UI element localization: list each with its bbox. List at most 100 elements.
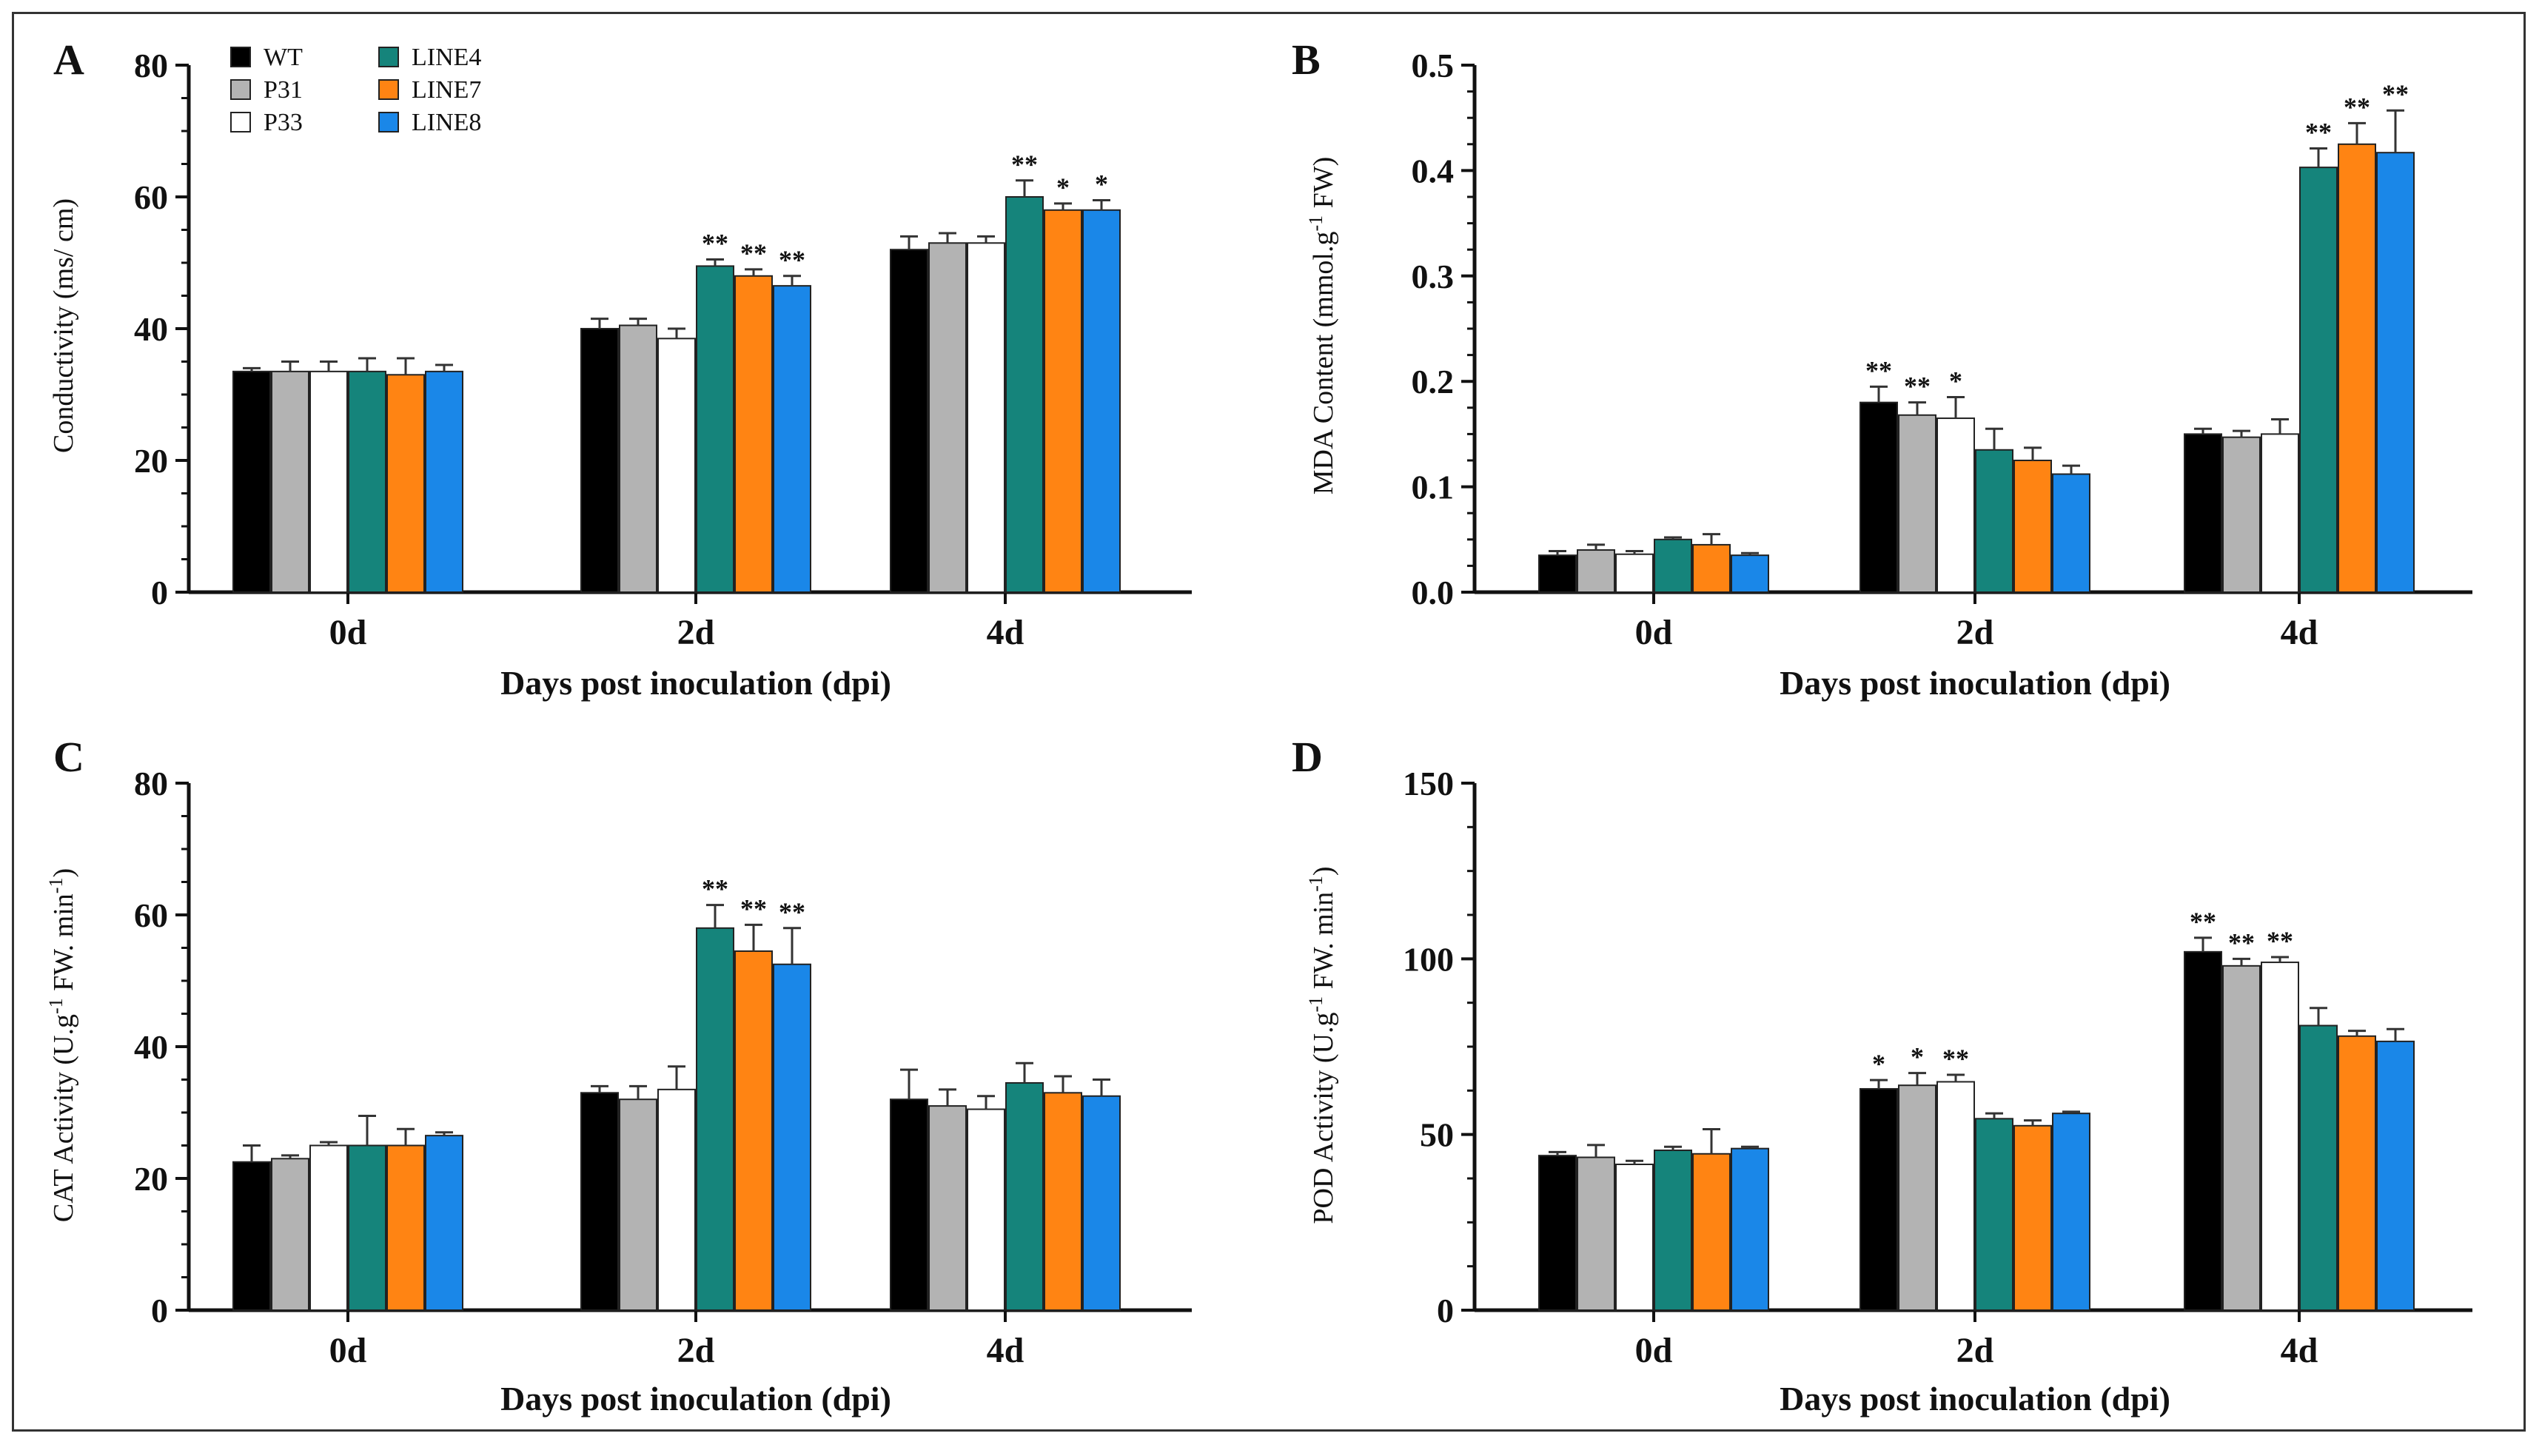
x-tick-label: 0d (1635, 613, 1673, 652)
bar-p33-0d (309, 370, 348, 593)
panel-b-ylabel-tail: FW) (1308, 157, 1339, 215)
bar-line7-0d (1692, 1153, 1731, 1311)
x-tick-label: 0d (329, 1331, 367, 1370)
bar-line7-4d (2338, 1035, 2376, 1311)
bar-line8-4d (1082, 209, 1121, 593)
panel-c: C CAT Activity (U.g-1 FW. min-1) Days po… (45, 733, 1192, 1418)
y-tick-label: 80 (134, 47, 168, 84)
bar-line8-2d (773, 285, 811, 593)
y-tick-label: 0.0 (1412, 574, 1455, 611)
bar-wt-4d (890, 1098, 928, 1311)
panel-d: D POD Activity (U.g-1 FW. min-1) Days po… (1292, 733, 2472, 1418)
y-tick-label: 20 (134, 1160, 168, 1198)
legend-swatch-line7 (378, 79, 399, 100)
significance-label: ** (779, 245, 805, 275)
bar-wt-4d (2184, 433, 2222, 594)
bar-line7-2d (734, 275, 773, 593)
bar-p33-4d (967, 242, 1005, 593)
bar-p33-4d (2261, 433, 2299, 594)
bar-line4-0d (1654, 538, 1692, 593)
legend-swatch-p31 (230, 79, 251, 100)
y-tick-label: 20 (134, 442, 168, 480)
panel-letter-c: C (53, 733, 84, 781)
bar-line8-4d (2376, 152, 2415, 593)
bar-p33-2d (1936, 417, 1975, 593)
bar-line8-2d (773, 963, 811, 1311)
bar-line8-4d (2376, 1040, 2415, 1311)
y-tick-label: 60 (134, 178, 168, 216)
bar-p33-2d (657, 338, 696, 593)
bar-wt-0d (1538, 554, 1577, 593)
significance-label: ** (1904, 372, 1931, 401)
x-tick-label: 2d (677, 613, 715, 652)
panel-d-ylabel-mid: FW. min (1308, 892, 1339, 996)
panel-a-xlabel: Days post inoculation (dpi) (500, 664, 891, 702)
significance-label: ** (740, 238, 767, 268)
legend-swatch-p33 (230, 112, 251, 132)
bar-p33-0d (1615, 1164, 1654, 1311)
panel-c-ylabel-sup2: -1 (45, 878, 67, 894)
panel-d-ylabel: POD Activity (U.g-1 FW. min-1) (1305, 866, 1339, 1224)
bar-line4-2d (696, 927, 734, 1312)
bar-line8-2d (2052, 473, 2090, 594)
y-tick-label: 40 (134, 310, 168, 348)
panel-letter-d: D (1292, 733, 1323, 781)
bar-wt-0d (232, 1161, 271, 1311)
y-tick-label: 0 (1437, 1292, 1454, 1329)
bar-p33-0d (309, 1144, 348, 1311)
bar-p33-2d (1936, 1081, 1975, 1311)
significance-label: * (1056, 172, 1070, 202)
panel-d-xlabel: Days post inoculation (dpi) (1780, 1380, 2170, 1418)
bar-line4-4d (2299, 167, 2338, 594)
bar-line4-4d (1005, 1081, 1044, 1311)
bar-p31-0d (1577, 549, 1615, 593)
bar-line7-4d (1044, 209, 1082, 593)
y-tick-label: 50 (1420, 1116, 1454, 1154)
panel-b: B MDA Content (mmol.g-1 FW) Days post in… (1292, 36, 2472, 702)
significance-label: ** (1011, 150, 1038, 179)
panel-letter-a: A (53, 36, 84, 84)
y-tick-label: 150 (1403, 765, 1454, 802)
y-tick-label: 0.1 (1412, 469, 1455, 506)
bar-line4-4d (1005, 196, 1044, 593)
bar-line7-0d (1692, 543, 1731, 593)
bar-line7-4d (1044, 1092, 1082, 1312)
bar-line4-0d (348, 1144, 386, 1311)
bar-p31-0d (1577, 1156, 1615, 1312)
bar-line8-4d (1082, 1095, 1121, 1311)
panel-c-ylabel-main: CAT Activity (U.g (48, 1014, 79, 1222)
y-tick-label: 0.3 (1412, 258, 1455, 295)
panel-c-ylabel-sup: -1 (45, 998, 67, 1014)
panel-a-ylabel: Conductivity (ms/ cm) (48, 198, 79, 453)
y-tick-label: 60 (134, 896, 168, 934)
significance-label: ** (2305, 117, 2332, 147)
bar-p31-2d (1898, 1084, 1936, 1312)
bar-line4-2d (1975, 1118, 2013, 1311)
bar-p31-4d (2222, 964, 2261, 1311)
x-tick-label: 4d (2281, 613, 2318, 652)
x-tick-label: 2d (1956, 613, 1994, 652)
significance-label: ** (779, 897, 805, 927)
significance-label: ** (2228, 927, 2255, 957)
y-tick-label: 80 (134, 765, 168, 802)
bar-line7-2d (2013, 460, 2052, 593)
y-tick-label: 0 (151, 1292, 168, 1329)
bar-p31-2d (1898, 414, 1936, 593)
bar-line8-0d (425, 1135, 463, 1312)
bar-p31-4d (928, 1105, 967, 1311)
bar-line7-2d (2013, 1124, 2052, 1312)
bar-p33-2d (657, 1088, 696, 1311)
x-tick-label: 2d (677, 1331, 715, 1370)
bar-line4-0d (1654, 1150, 1692, 1311)
significance-label: * (1949, 366, 1962, 396)
bar-wt-0d (1538, 1155, 1577, 1311)
legend-swatch-wt (230, 47, 251, 67)
panel-c-xlabel: Days post inoculation (dpi) (500, 1380, 891, 1418)
y-tick-label: 0.4 (1412, 152, 1455, 189)
y-tick-label: 40 (134, 1028, 168, 1066)
panel-b-ylabel-main: MDA Content (mmol.g (1308, 232, 1339, 495)
significance-label: ** (702, 229, 728, 258)
panel-b-ylabel: MDA Content (mmol.g-1 FW) (1305, 157, 1339, 495)
significance-label: ** (2267, 926, 2293, 956)
legend: WT P31 P33 LINE4 LINE7 LINE8 (230, 44, 481, 136)
